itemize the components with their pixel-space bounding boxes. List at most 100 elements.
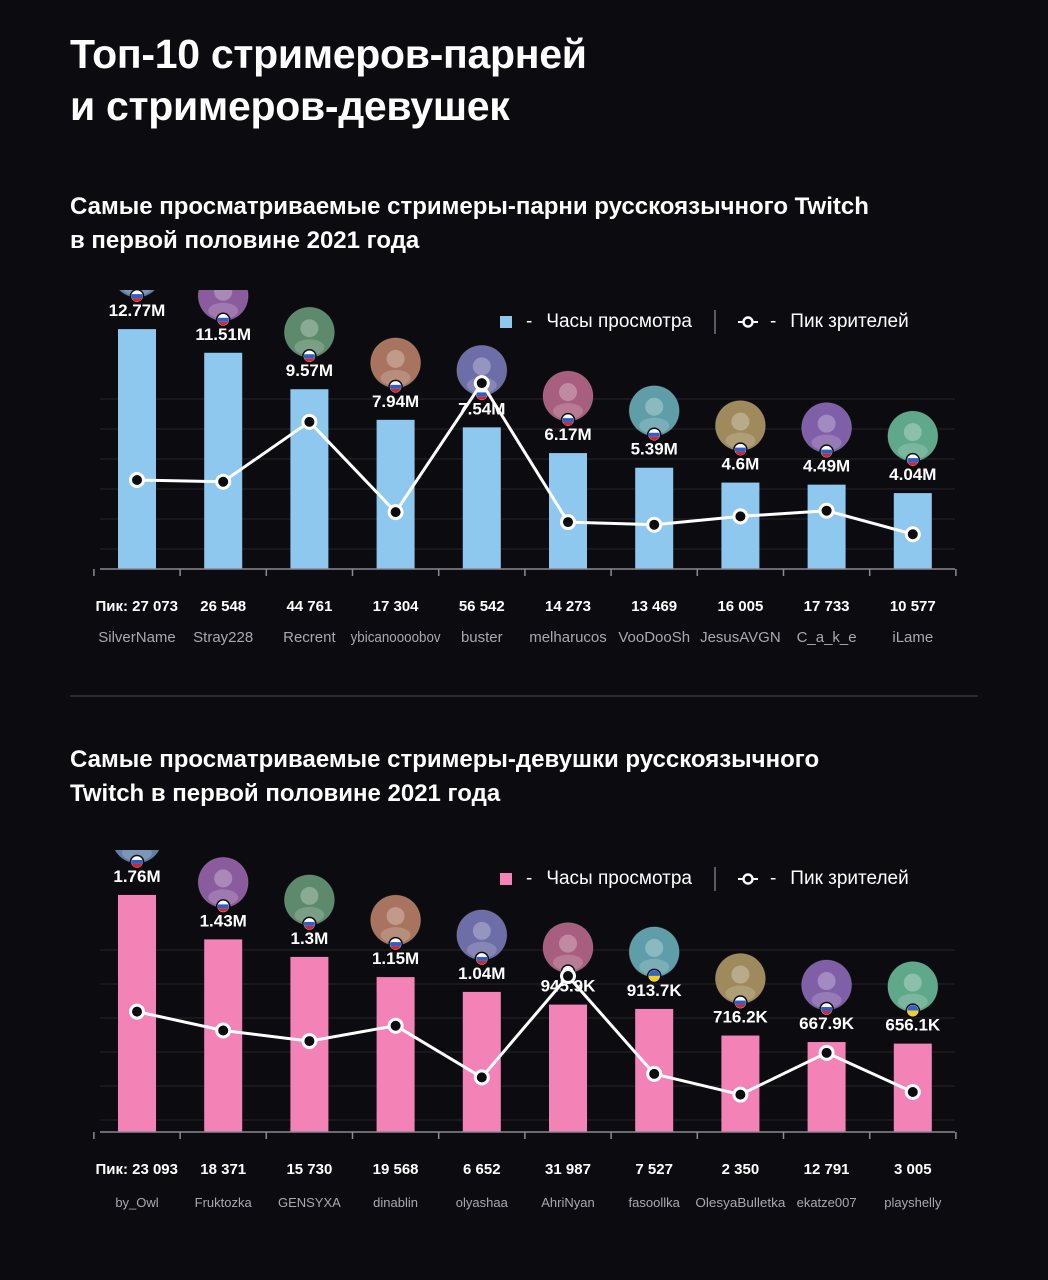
male-chart-legend: - Часы просмотра - Пик зрителей <box>500 309 909 335</box>
male-flag-icon-5 <box>560 412 576 428</box>
legend-dash: - <box>769 868 777 889</box>
female-bar-value-label-6: 913.7K <box>627 981 683 1000</box>
male-peak-label-8: 17 733 <box>804 598 850 615</box>
female-flag-icon-7 <box>733 995 748 1010</box>
female-bar-3 <box>376 977 415 1132</box>
female-peak-label-7: 2 350 <box>722 1161 760 1178</box>
female-flag-icon-3 <box>388 936 403 952</box>
female-bar-value-label-7: 716.2K <box>713 1008 769 1027</box>
male-peak-label-0: Пик: 27 073 <box>95 598 178 615</box>
male-streamer-name-1: Stray228 <box>193 629 253 646</box>
male-streamer-name-9: iLame <box>892 629 933 646</box>
female-flag-icon-1 <box>215 899 231 914</box>
female-peak-point-9 <box>904 1083 921 1100</box>
male-peak-label-2: 44 761 <box>286 598 332 615</box>
male-bar-4 <box>462 427 501 569</box>
male-peak-viewers-line <box>136 381 914 536</box>
male-flag-icon-8 <box>819 444 834 459</box>
male-bar-value-label-2: 9.57M <box>286 361 333 380</box>
female-peak-label-4: 6 652 <box>463 1161 501 1178</box>
male-flag-icon-7 <box>733 442 748 457</box>
legend-line-label: Пик зрителей <box>790 311 909 332</box>
male-chart-title-line-2: в первой половине 2021 года <box>70 227 420 254</box>
female-peak-label-8: 12 791 <box>804 1161 850 1178</box>
male-bar-value-label-0: 12.77M <box>109 301 166 320</box>
female-chart-title: Самые просматриваемые стримеры-девушки р… <box>70 743 819 811</box>
male-peak-label-3: 17 304 <box>373 598 420 615</box>
male-flag-icon-3 <box>388 379 403 395</box>
female-flag-icon-0 <box>129 854 145 870</box>
female-flag-icon-6 <box>646 968 662 984</box>
male-streamer-name-6: VooDooSh <box>618 629 690 646</box>
page-title-line-1: Топ-10 стримеров-парней <box>70 31 587 77</box>
female-peak-point-3 <box>387 1017 404 1034</box>
male-peak-point-6 <box>646 516 663 533</box>
male-flag-icon-6 <box>646 427 662 442</box>
male-avatar-2 <box>283 306 335 358</box>
female-flag-icon-9 <box>905 1003 921 1018</box>
female-peak-point-6 <box>646 1065 663 1082</box>
male-peak-label-6: 13 469 <box>631 598 677 615</box>
male-peak-point-2 <box>301 413 318 430</box>
legend-bar-label: Часы просмотра <box>546 311 692 332</box>
female-streamer-name-5: AhriNyan <box>541 1195 594 1210</box>
female-bar-value-label-4: 1.04M <box>458 964 505 983</box>
female-bar-5 <box>549 1004 587 1132</box>
female-streamer-name-4: olyashaa <box>456 1195 509 1210</box>
legend-line-marker-icon <box>737 873 758 885</box>
male-streamer-name-7: JesusAVGN <box>700 629 781 646</box>
female-peak-point-5 <box>560 968 576 985</box>
female-peak-label-9: 3 005 <box>894 1161 932 1178</box>
female-peak-label-6: 7 527 <box>635 1161 673 1178</box>
female-chart-legend: - Часы просмотра - Пик зрителей <box>500 866 909 892</box>
male-chart-title: Самые просматриваемые стримеры-парни рус… <box>70 190 869 258</box>
male-peak-point-0 <box>129 471 145 488</box>
male-peak-label-9: 10 577 <box>890 598 936 615</box>
female-avatar-2 <box>283 874 335 926</box>
female-streamer-name-0: by_Owl <box>115 1195 158 1210</box>
female-peak-point-1 <box>215 1022 232 1039</box>
male-peak-point-3 <box>387 504 404 521</box>
male-peak-label-5: 14 273 <box>545 598 591 615</box>
male-avatar-9 <box>887 410 939 462</box>
male-streamer-name-2: Recrent <box>283 629 336 646</box>
male-peak-point-7 <box>732 508 749 525</box>
female-peak-label-5: 31 987 <box>545 1161 591 1178</box>
female-flag-icon-4 <box>474 951 490 967</box>
male-flag-icon-1 <box>215 312 231 328</box>
female-bar-value-label-2: 1.3M <box>291 929 329 948</box>
male-avatar-7 <box>714 400 766 452</box>
male-peak-point-5 <box>560 514 576 531</box>
female-streamer-name-6: fasoollka <box>629 1195 681 1210</box>
male-peak-point-8 <box>818 502 835 519</box>
male-streamer-name-3: ybicanoooobov <box>351 629 441 646</box>
legend-line-label: Пик зрителей <box>790 868 909 889</box>
male-peak-point-9 <box>904 526 921 543</box>
male-peak-label-7: 16 005 <box>717 598 763 615</box>
male-bar-value-label-5: 6.17M <box>544 425 591 444</box>
page-title-line-2: и стримеров-девушек <box>70 83 510 129</box>
female-peak-label-3: 19 568 <box>373 1161 419 1178</box>
female-avatar-8 <box>801 959 853 1011</box>
male-bar-7 <box>721 482 760 569</box>
female-peak-point-2 <box>301 1033 318 1050</box>
male-bar-value-label-3: 7.94M <box>372 392 419 411</box>
female-avatar-7 <box>714 953 766 1005</box>
legend-bar-label: Часы просмотра <box>546 868 692 889</box>
male-flag-icon-9 <box>905 452 921 468</box>
female-streamer-name-7: OlesyaBulletka <box>695 1195 786 1210</box>
legend-line-marker-icon <box>737 316 758 328</box>
female-avatar-5 <box>542 922 594 974</box>
page-title: Топ-10 стримеров-парней и стримеров-деву… <box>70 28 587 132</box>
female-peak-label-0: Пик: 23 093 <box>95 1161 178 1178</box>
male-bar-0 <box>118 329 156 569</box>
male-streamer-name-0: SilverName <box>98 629 176 646</box>
male-peak-point-4 <box>473 375 490 392</box>
female-flag-icon-2 <box>302 916 317 932</box>
male-avatar-8 <box>801 402 853 454</box>
male-flag-icon-2 <box>302 348 317 364</box>
male-bar-5 <box>549 453 587 569</box>
female-peak-label-2: 15 730 <box>286 1161 332 1178</box>
male-bar-8 <box>807 484 846 569</box>
